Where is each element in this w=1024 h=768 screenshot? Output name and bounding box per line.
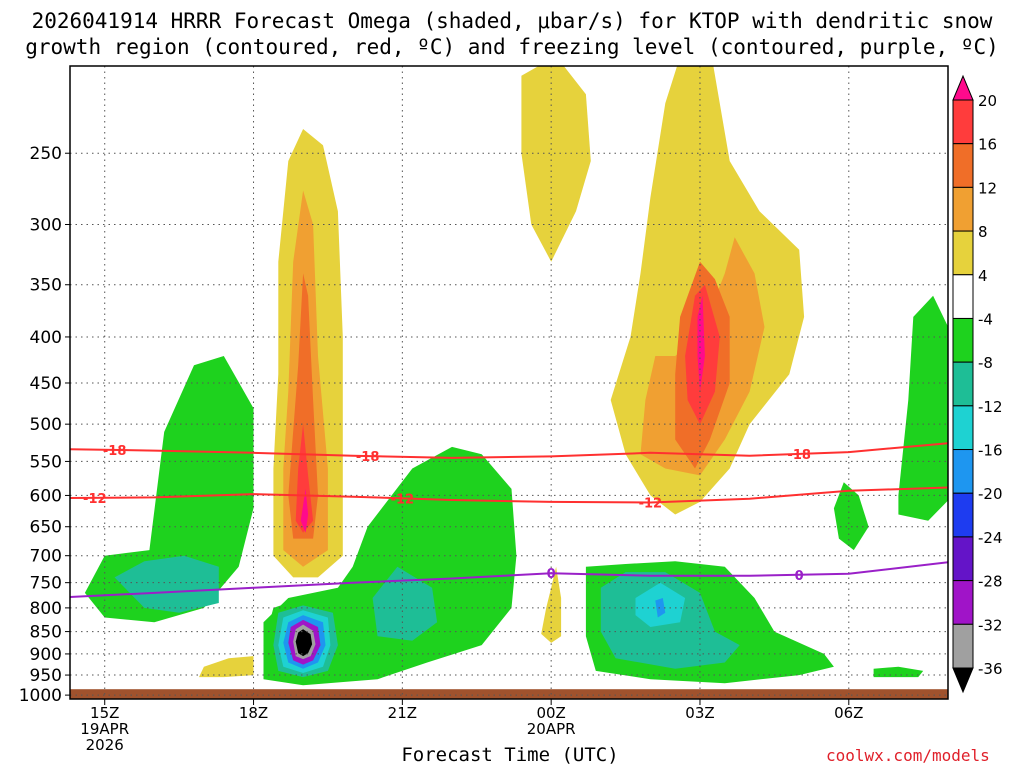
omega-region-magenta-upper [697,295,705,392]
omega-region-yellow-low-mid [541,566,562,643]
omega-region-teal-center [372,566,438,641]
colorbar-swatch-2 [952,143,974,188]
contour-label-0-1: -18 [356,450,380,465]
omega-region-magenta-column [300,488,309,533]
colorbar-swatch-7 [952,361,974,407]
y-tick-label-700: 700 [30,547,62,567]
colorbar-label-1: 16 [978,136,997,154]
colorbar-label-9: -20 [978,485,1003,503]
omega-region-green-right-edge [898,295,948,521]
x-tick-sub2-15Z: 2026 [86,736,124,754]
title-line-1: 2026041914 HRRR Forecast Omega (shaded, … [31,9,993,33]
colorbar-swatch-8 [952,405,974,451]
colorbar: 20 16 12 8 4 -4 -8 -12 -16 -20 -24 -28 -32 -36 [952,74,1003,694]
omega-region-green-right-small [833,482,869,551]
y-tick-label-250: 250 [30,144,62,164]
colorbar-swatch-11 [952,536,974,582]
colorbar-swatch-9 [952,449,974,494]
y-tick-label-300: 300 [30,215,62,235]
credit-link[interactable]: coolwx.com/models [826,746,990,765]
y-tick-label-850: 850 [30,623,62,643]
colorbar-label-2: 12 [978,179,997,197]
colorbar-swatch-10 [952,492,974,538]
y-tick-label-600: 600 [30,486,62,506]
contour-label-2-0: 0 [547,567,556,582]
y-tick-label-900: 900 [30,645,62,665]
contour-label-1-1: -12 [391,492,415,507]
contour-label-1-2: -12 [639,497,663,512]
colorbar-label-3: 8 [978,223,988,241]
grid-lines [70,66,948,699]
title-line-2: growth region (contoured, red, ºC) and f… [25,35,999,59]
colorbar-top-arrow [952,74,974,101]
omega-region-red-column [295,424,314,533]
colorbar-label-0: 20 [978,92,997,110]
omega-region-green-left [84,356,254,623]
contour-2 [70,561,948,598]
colorbar-swatch-1 [952,99,974,145]
y-tick-label-650: 650 [30,518,62,538]
contour-label-0-0: -18 [103,444,127,459]
colorbar-swatch-3 [952,186,974,232]
omega-region-yellow-low-left [199,656,254,678]
y-tick-label-400: 400 [30,328,62,348]
colorbar-swatch-6 [952,317,974,363]
omega-region-green-right-tiny [873,666,924,678]
y-tick-label-750: 750 [30,574,62,594]
x-tick-label-06Z: 06Z [834,704,863,722]
contour-label-2-1: 0 [795,569,804,584]
y-tick-label-350: 350 [30,276,62,296]
y-tick-label-500: 500 [30,415,62,435]
chart-title: 2026041914 HRRR Forecast Omega (shaded, … [0,8,1024,60]
x-tick-label-21Z: 21Z [388,704,417,722]
y-tick-label-800: 800 [30,599,62,619]
y-tick-label-950: 950 [30,666,62,686]
omega-shading [70,66,948,699]
omega-region-darkorange-column [288,273,318,539]
colorbar-label-12: -32 [978,616,1003,634]
omega-region-yellow-upper-small [521,66,591,262]
colorbar-label-13: -36 [978,660,1003,678]
x-tick-sub1-00Z: 20APR [527,720,576,738]
y-tick-label-550: 550 [30,452,62,472]
x-tick-label-00Z: 00Z [536,704,565,722]
contour-lines: -18 -18 -18 -12 -12 -12 0 0 [70,442,948,598]
omega-region-black-core [295,629,313,657]
y-axis: 2503003504004505005506006507007508008509… [19,144,70,706]
x-tick-label-18Z: 18Z [239,704,268,722]
terrain-fill [70,689,948,699]
colorbar-label-11: -28 [978,573,1003,591]
x-tick-label-03Z: 03Z [685,704,714,722]
colorbar-swatch-13 [952,623,974,669]
y-tick-label-450: 450 [30,374,62,394]
colorbar-label-4: 4 [978,267,988,285]
contour-1 [70,486,948,504]
colorbar-swatch-4 [952,230,974,276]
colorbar-label-8: -16 [978,442,1003,460]
colorbar-label-10: -24 [978,529,1003,547]
colorbar-label-5: -4 [978,310,993,328]
colorbar-swatch-12 [952,580,974,625]
x-tick-sub1-15Z: 19APR [80,720,129,738]
colorbar-swatch-5 [952,274,974,319]
colorbar-label-6: -8 [978,354,993,372]
x-axis-label: Forecast Time (UTC) [401,744,619,766]
y-tick-label-1000: 1000 [19,686,62,706]
colorbar-label-7: -12 [978,398,1003,416]
contour-label-1-0: -12 [83,492,107,507]
omega-region-teal-left [114,555,219,613]
colorbar-bottom-arrow [952,667,974,694]
omega-region-blue-right [655,598,666,618]
contour-label-0-2: -18 [787,448,811,463]
x-tick-label-15Z: 15Z [90,704,119,722]
contour-0 [70,442,948,459]
